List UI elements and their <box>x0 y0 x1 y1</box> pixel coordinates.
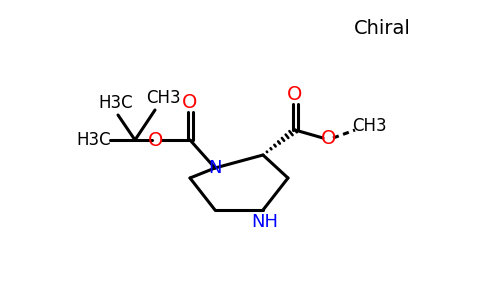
Text: NH: NH <box>252 213 278 231</box>
Text: O: O <box>321 128 337 148</box>
Text: N: N <box>208 159 222 177</box>
Text: O: O <box>148 130 164 149</box>
Text: H3C: H3C <box>99 94 133 112</box>
Text: CH3: CH3 <box>146 89 181 107</box>
Text: H3C: H3C <box>76 131 111 149</box>
Text: CH3: CH3 <box>352 117 386 135</box>
Text: O: O <box>182 92 197 112</box>
Text: O: O <box>287 85 302 104</box>
Text: Chiral: Chiral <box>354 19 410 38</box>
